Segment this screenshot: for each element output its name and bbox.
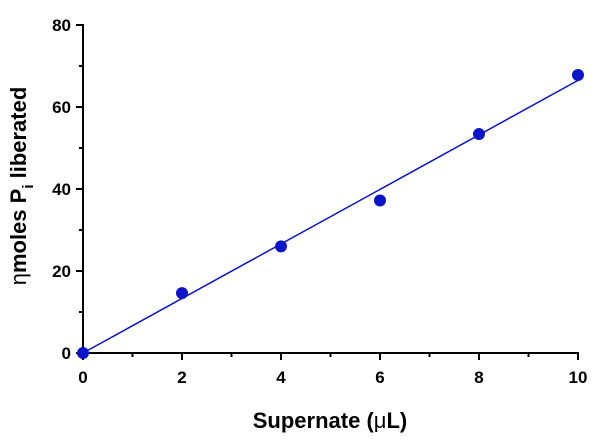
data-point	[374, 194, 386, 207]
y-axis-ticks: 0 20 40 60 80	[52, 16, 83, 363]
x-tick-label: 4	[276, 368, 286, 387]
x-tick-label: 0	[78, 368, 87, 387]
data-point	[176, 287, 188, 300]
x-axis-title: Supernate (μL)	[253, 408, 407, 433]
y-tick-label: 80	[52, 16, 71, 35]
data-point	[77, 347, 89, 359]
x-axis-ticks: 0 2 4 6 8 10	[78, 353, 587, 387]
y-tick-label: 60	[52, 98, 71, 117]
y-tick-label: 0	[62, 344, 71, 363]
y-tick-label: 20	[52, 262, 71, 281]
fit-line	[82, 79, 579, 354]
y-tick-label: 40	[52, 180, 71, 199]
y-axis-title: ηmoles Pi liberated	[6, 87, 37, 286]
x-tick-label: 2	[177, 368, 186, 387]
data-point	[275, 240, 287, 253]
data-point	[572, 69, 584, 82]
x-tick-label: 6	[375, 368, 384, 387]
x-tick-label: 8	[474, 368, 483, 387]
data-points	[77, 69, 584, 359]
fit-line-group	[82, 79, 579, 354]
data-point	[473, 128, 485, 141]
x-tick-label: 10	[569, 368, 588, 387]
axes	[82, 24, 579, 354]
